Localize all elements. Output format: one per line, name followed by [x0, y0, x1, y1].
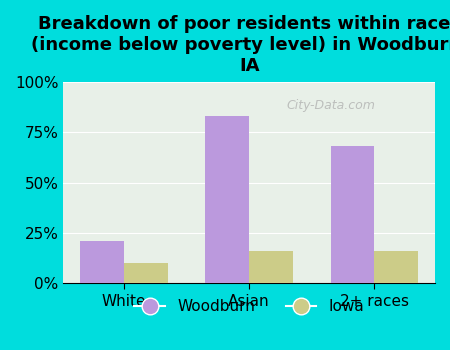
Title: Breakdown of poor residents within races
(income below poverty level) in Woodbur: Breakdown of poor residents within races… — [31, 15, 450, 75]
Legend: Woodburn, Iowa: Woodburn, Iowa — [128, 293, 370, 320]
Bar — [80, 241, 124, 284]
Bar — [205, 116, 249, 284]
Bar — [374, 251, 418, 284]
Bar — [249, 251, 293, 284]
Text: City-Data.com: City-Data.com — [287, 99, 375, 112]
Bar — [330, 146, 374, 284]
Bar — [124, 263, 168, 284]
